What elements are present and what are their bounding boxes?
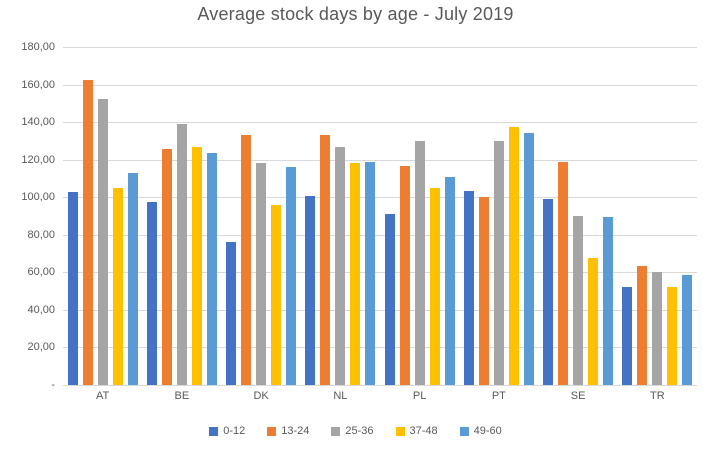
bar-at-37-48 — [112, 187, 123, 385]
legend-swatch-icon — [459, 426, 469, 436]
legend-label: 37-48 — [409, 425, 438, 437]
y-tick-label: 20,00 — [27, 341, 55, 353]
bar-at-25-36 — [97, 98, 108, 385]
bar-group-se — [539, 47, 618, 385]
bar-nl-37-48 — [350, 163, 361, 385]
bar-at-0-12 — [67, 191, 78, 385]
bar-nl-0-12 — [305, 196, 316, 385]
bar-tr-0-12 — [622, 287, 633, 385]
bar-group-at — [63, 47, 142, 385]
x-tick-label-pt: PT — [491, 390, 506, 402]
bar-se-25-36 — [573, 216, 584, 385]
legend-item-25-36: 25-36 — [331, 425, 374, 437]
bar-dk-37-48 — [271, 204, 282, 385]
bar-tr-25-36 — [652, 272, 663, 385]
bar-be-37-48 — [191, 147, 202, 385]
gridline — [63, 272, 697, 273]
bar-pt-25-36 — [493, 140, 504, 385]
legend-item-49-60: 49-60 — [459, 425, 502, 437]
bar-dk-13-24 — [241, 135, 252, 385]
bar-pl-0-12 — [384, 214, 395, 385]
legend-swatch-icon — [331, 426, 341, 436]
bar-group-dk — [222, 47, 301, 385]
plot-area — [63, 47, 697, 386]
bar-be-13-24 — [161, 149, 172, 385]
bar-pt-49-60 — [523, 133, 534, 385]
bar-se-0-12 — [543, 199, 554, 385]
bar-be-0-12 — [146, 201, 157, 385]
legend-label: 0-12 — [223, 425, 246, 437]
y-axis: 180,00 160,00 140,00 120,00 100,00 80,00 60,00… — [0, 41, 55, 391]
bar-tr-49-60 — [682, 275, 693, 385]
x-tick-label-pl: PL — [412, 390, 427, 402]
gridline — [63, 85, 697, 86]
bar-nl-49-60 — [365, 161, 376, 385]
bar-group-pt — [459, 47, 538, 385]
bar-pl-37-48 — [429, 187, 440, 385]
y-tick-label: - — [51, 379, 55, 391]
y-tick-label: 60,00 — [27, 266, 55, 278]
bar-tr-13-24 — [637, 265, 648, 385]
bar-group-nl — [301, 47, 380, 385]
bar-tr-37-48 — [667, 287, 678, 385]
bar-be-49-60 — [206, 153, 217, 385]
bar-group-tr — [618, 47, 697, 385]
legend-swatch-icon — [209, 426, 219, 436]
legend-swatch-icon — [267, 426, 277, 436]
legend-swatch-icon — [395, 426, 405, 436]
bar-pt-0-12 — [463, 190, 474, 385]
bar-pt-13-24 — [478, 197, 489, 385]
gridline — [63, 310, 697, 311]
x-axis: AT BE DK NL PL PT SE TR — [63, 390, 697, 402]
x-tick-label-nl: NL — [333, 390, 348, 402]
bar-se-49-60 — [603, 216, 614, 385]
x-tick-label-dk: DK — [253, 390, 269, 402]
bar-pt-37-48 — [508, 126, 519, 385]
bar-pl-25-36 — [414, 140, 425, 385]
chart-title: Average stock days by age - July 2019 — [197, 4, 514, 24]
legend-item-0-12: 0-12 — [209, 425, 245, 437]
bar-dk-25-36 — [256, 163, 267, 385]
legend-item-13-24: 13-24 — [267, 425, 309, 437]
bar-pl-49-60 — [444, 176, 455, 385]
x-tick-label-be: BE — [174, 390, 190, 402]
gridline — [63, 122, 697, 123]
legend-item-37-48: 37-48 — [395, 425, 438, 437]
bar-se-13-24 — [558, 162, 569, 385]
legend-label: 25-36 — [345, 425, 374, 437]
bar-group-be — [142, 47, 221, 385]
gridline — [63, 197, 697, 198]
y-tick-label: 100,00 — [21, 191, 55, 203]
bar-at-49-60 — [127, 172, 138, 385]
gridline — [63, 385, 697, 386]
gridline — [63, 160, 697, 161]
legend-label: 49-60 — [473, 425, 502, 437]
gridline — [63, 235, 697, 236]
y-tick-label: 140,00 — [21, 116, 55, 128]
y-tick-label: 160,00 — [21, 79, 55, 91]
x-tick-label-se: SE — [570, 390, 586, 402]
bar-nl-13-24 — [320, 135, 331, 385]
bar-pl-13-24 — [399, 166, 410, 385]
gridline — [63, 347, 697, 348]
x-tick-label-at: AT — [96, 390, 110, 402]
bar-dk-0-12 — [226, 242, 237, 385]
y-tick-label: 80,00 — [27, 229, 55, 241]
x-tick-label-tr: TR — [650, 390, 665, 402]
y-tick-label: 120,00 — [21, 154, 55, 166]
bar-be-25-36 — [176, 124, 187, 385]
y-tick-label: 40,00 — [27, 304, 55, 316]
legend: 0-12 13-24 25-36 37-48 49-60 — [0, 425, 711, 437]
bar-dk-49-60 — [286, 167, 297, 385]
bar-groups — [63, 47, 697, 385]
bar-se-37-48 — [588, 258, 599, 385]
bar-group-pl — [380, 47, 459, 385]
bar-nl-25-36 — [335, 146, 346, 385]
legend-label: 13-24 — [281, 425, 310, 437]
gridline — [63, 47, 697, 48]
bar-at-13-24 — [82, 79, 93, 385]
y-tick-label: 180,00 — [21, 41, 55, 53]
